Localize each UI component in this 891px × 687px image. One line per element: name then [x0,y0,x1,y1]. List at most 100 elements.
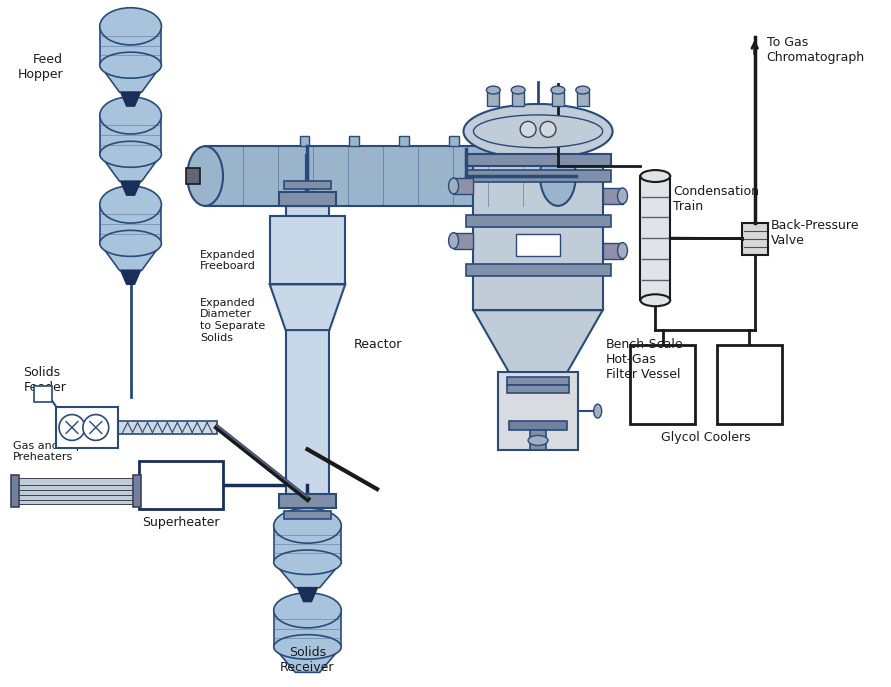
Polygon shape [120,181,141,195]
Text: Condensation
Train: Condensation Train [674,185,759,213]
Polygon shape [100,155,161,181]
Polygon shape [473,311,602,380]
Polygon shape [100,243,161,271]
Bar [17,493,133,499]
Polygon shape [298,587,317,602]
Bar [552,92,564,106]
Text: Bench-Scale
Hot-Gas
Filter Vessel: Bench-Scale Hot-Gas Filter Vessel [606,339,683,381]
Bar [133,475,141,507]
Bar [138,461,223,509]
Polygon shape [100,65,161,92]
Bar [465,154,610,166]
Text: Gas and Liquid
Preheaters: Gas and Liquid Preheaters [13,440,96,462]
Bar [473,154,602,311]
Ellipse shape [551,86,565,94]
Bar [399,136,409,146]
Bar [512,92,524,106]
Bar [186,168,200,184]
Bar [465,215,610,227]
Bar [279,494,336,508]
Ellipse shape [463,104,613,159]
Ellipse shape [274,508,341,543]
Text: Expanded
Freeboard: Expanded Freeboard [200,249,256,271]
Circle shape [540,122,556,137]
Bar [602,243,623,258]
Bar [530,431,546,451]
Bar [454,178,473,194]
Bar [516,234,560,256]
Bar [17,477,133,484]
Bar [17,483,133,490]
Ellipse shape [448,233,459,249]
Ellipse shape [617,188,627,204]
Ellipse shape [641,294,670,306]
Bar [602,188,623,204]
Bar [507,376,568,385]
Polygon shape [100,205,161,243]
Bar [284,181,331,189]
Polygon shape [270,284,345,330]
Ellipse shape [511,86,525,94]
Polygon shape [274,526,341,562]
Bar [448,136,459,146]
Polygon shape [100,26,161,65]
Text: Back-Pressure
Valve: Back-Pressure Valve [771,218,859,247]
Bar [284,511,331,519]
Ellipse shape [576,86,590,94]
Bar [17,488,133,495]
Polygon shape [120,92,141,106]
Bar [279,192,336,206]
Ellipse shape [274,550,341,574]
Bar [270,216,345,284]
Text: Glycol Coolers: Glycol Coolers [661,431,751,444]
Text: To Gas
Chromatograph: To Gas Chromatograph [766,36,865,64]
Polygon shape [274,647,341,673]
Text: Superheater: Superheater [143,517,220,530]
Ellipse shape [528,436,548,445]
Circle shape [520,122,536,137]
Bar [513,380,563,414]
Polygon shape [100,115,161,155]
Bar [498,372,577,451]
Bar [17,497,133,504]
Ellipse shape [274,593,341,628]
Bar [507,385,568,393]
Bar [118,420,217,434]
Ellipse shape [540,146,576,206]
Ellipse shape [486,86,500,94]
Ellipse shape [473,115,602,148]
Bar [742,223,768,255]
Bar [487,92,499,106]
Bar [205,146,558,206]
Bar [12,475,20,507]
Polygon shape [274,610,341,647]
Bar [631,345,695,425]
Bar [465,264,610,276]
Bar [56,407,118,449]
Bar [299,136,309,146]
Ellipse shape [641,170,670,182]
Text: Solids
Feeder: Solids Feeder [23,365,66,394]
Ellipse shape [100,186,161,223]
Bar [286,206,330,504]
Ellipse shape [100,8,161,45]
Ellipse shape [100,230,161,256]
Bar [454,233,473,249]
Ellipse shape [100,52,161,78]
Circle shape [59,414,85,440]
Bar [576,92,589,106]
Text: Solids
Receiver: Solids Receiver [281,646,335,674]
Bar [34,385,52,402]
Circle shape [83,414,109,440]
Polygon shape [274,562,341,587]
Ellipse shape [593,404,601,418]
Text: Reactor: Reactor [355,339,403,352]
Text: Expanded
Diameter
to Separate
Solids: Expanded Diameter to Separate Solids [200,297,266,343]
Bar [349,136,359,146]
Ellipse shape [100,142,161,168]
Ellipse shape [617,243,627,258]
Ellipse shape [274,635,341,659]
Ellipse shape [448,178,459,194]
Ellipse shape [100,97,161,134]
Bar [465,170,610,182]
